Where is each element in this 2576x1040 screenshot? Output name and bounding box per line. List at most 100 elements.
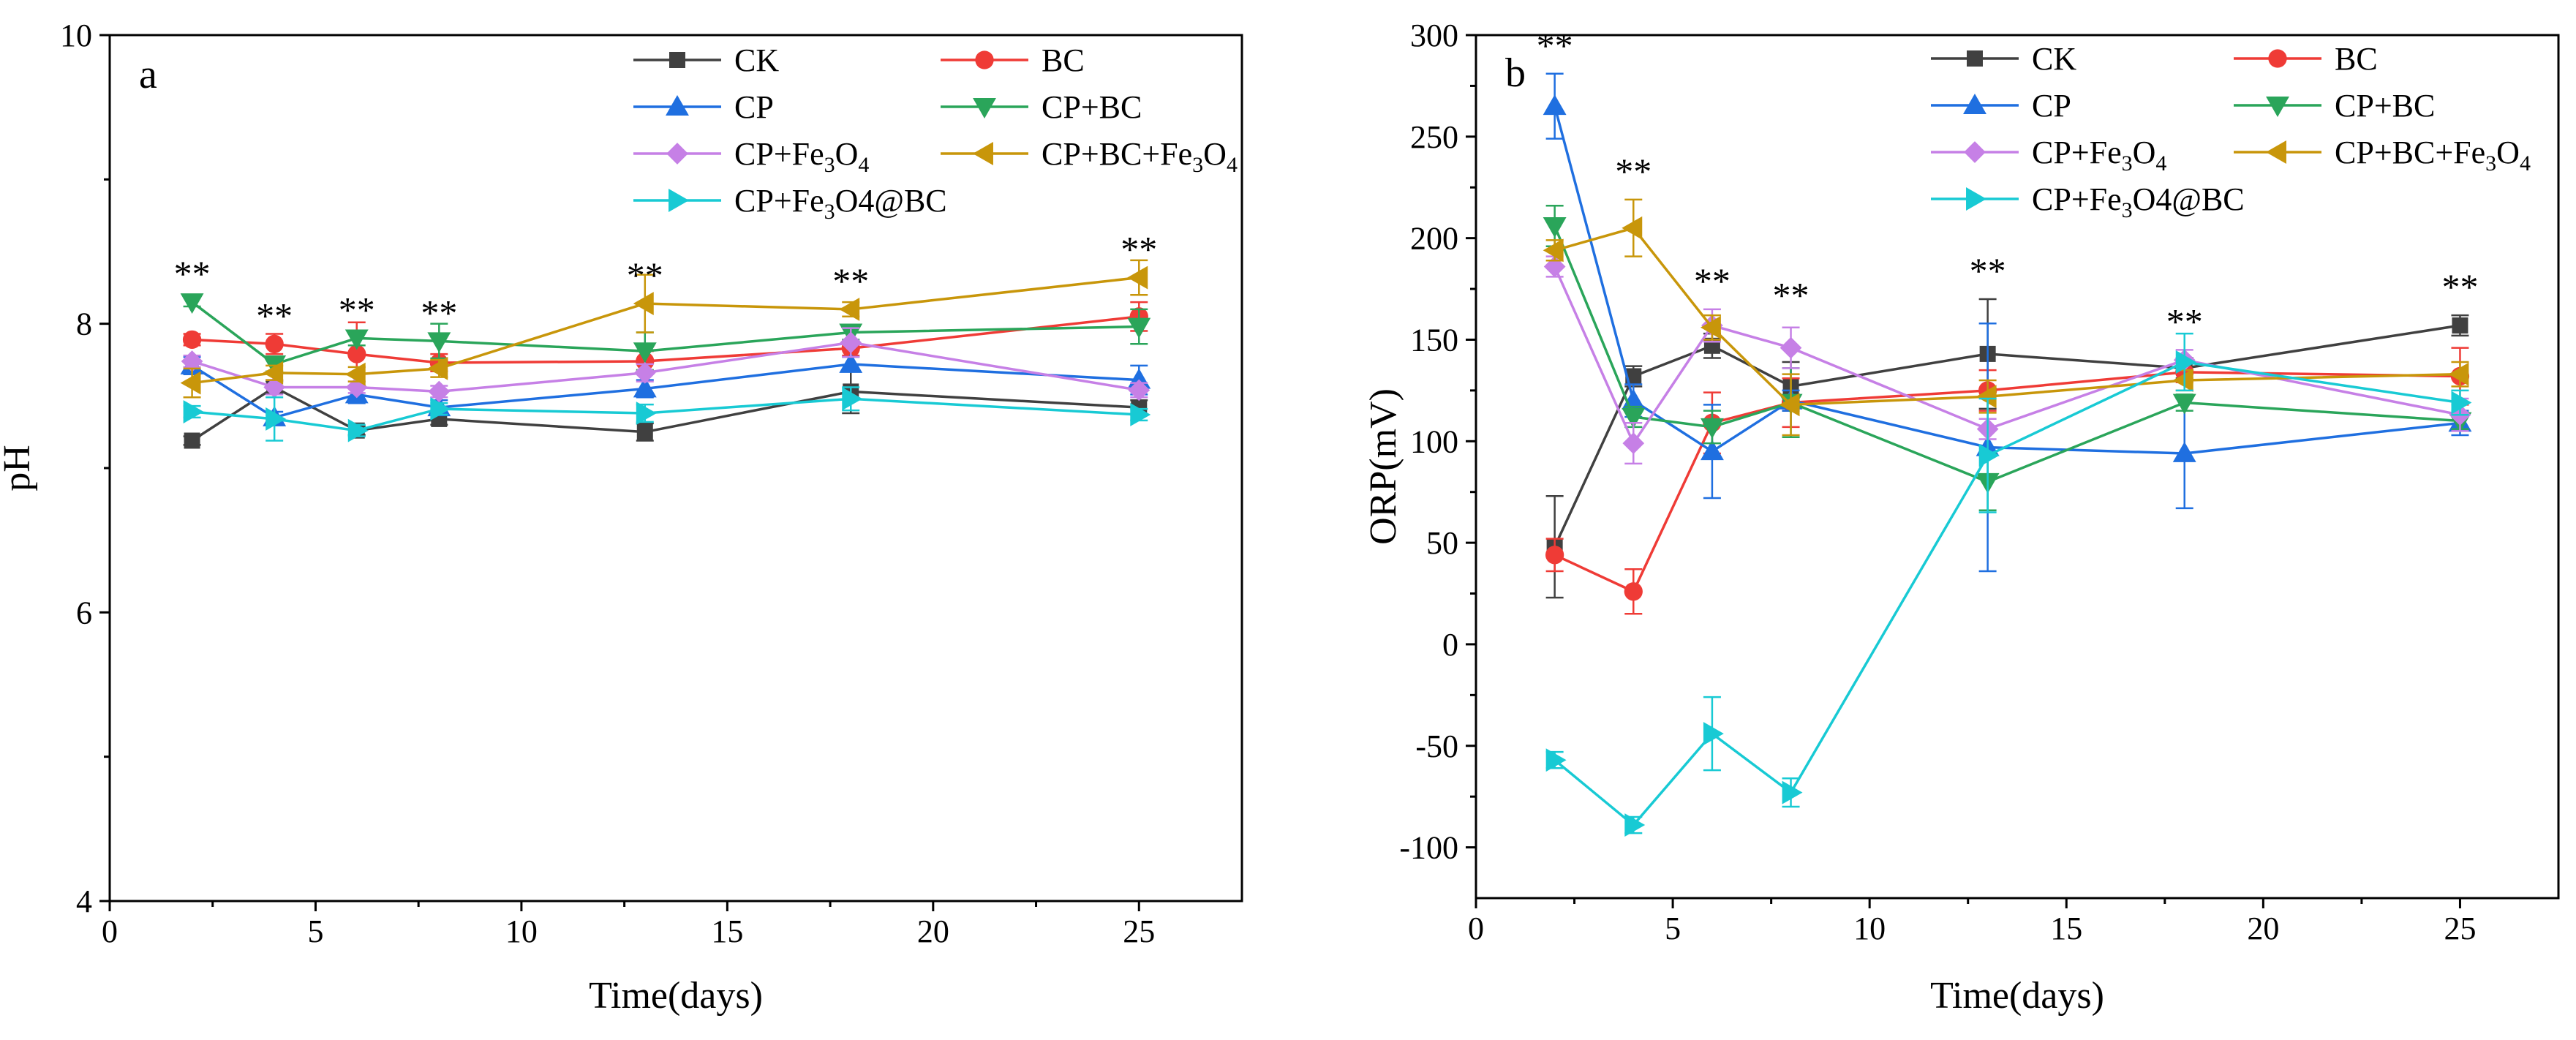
series-line [192,397,1140,432]
legend-item-ck: CK [1931,41,2076,77]
x-tick-label: 5 [307,913,323,949]
legend-label-part: 4 [1227,153,1238,177]
data-point [840,331,862,354]
significance-marker: ** [174,253,211,294]
legend-label-part: O [2133,181,2156,217]
series-cp-bc-fe3o4 [180,259,1148,399]
data-point [2172,393,2196,415]
legend-label: CP [734,89,774,125]
legend-marker [2266,140,2286,164]
data-point [1703,722,1724,746]
significance-marker: ** [339,289,375,330]
legend-marker [669,52,685,68]
legend-label-part: 3 [2122,151,2133,176]
data-point [1700,440,1724,461]
legend-marker [2268,49,2287,68]
legend-item-cp-fe3o4: CP+Fe3O4 [633,136,869,177]
legend-marker [666,143,688,165]
data-point [265,334,284,353]
data-point [184,432,200,449]
series-line [1553,371,2460,594]
legend-label: BC [2335,41,2378,77]
y-tick-label: -50 [1415,728,1458,764]
data-point [633,377,657,398]
data-point [1128,379,1150,402]
x-tick-label: 0 [102,913,118,949]
legend-label-part: CP+BC+Fe [2335,135,2485,170]
legend-label-part: 3 [2485,151,2496,176]
legend-item-bc: BC [941,42,1085,78]
data-point [636,423,653,440]
data-point [633,292,654,315]
significance-marker: ** [256,295,293,336]
legend-label-part: 3 [2122,198,2133,222]
series-line [191,385,1140,442]
legend-marker [973,98,996,118]
legend-marker [1964,141,1986,163]
significance-marker: ** [2441,266,2478,307]
data-point [1545,748,1567,772]
data-point [633,361,656,384]
x-tick-label: 5 [1665,911,1681,946]
x-tick-label: 10 [505,913,538,949]
data-point [1130,403,1151,426]
data-point [1543,94,1567,116]
legend-label: CP+BC+Fe3O4 [1042,136,1238,177]
data-point [180,293,204,314]
data-point [1545,546,1564,565]
data-point [182,330,202,350]
data-point [1543,217,1567,238]
legend-label-part: 4 [2520,151,2531,176]
panel-label: a [139,52,157,97]
y-axis-title: pH [0,445,38,491]
data-point [2448,362,2469,386]
data-point [2451,391,2472,415]
data-point [427,332,451,353]
legend-marker [666,95,689,116]
legend-item-cp-bc-fe3o4: CP+BC+Fe3O4 [2234,135,2531,176]
legend-label-part: 4@BC [858,183,946,219]
legend-item-cp-fe3o4-bc: CP+Fe3O4@BC [1931,181,2245,222]
legend-item-cp: CP [1931,88,2071,124]
data-point [1625,368,1642,385]
legend-item-cp-fe3o4: CP+Fe3O4 [1931,135,2166,176]
x-tick-label: 15 [711,913,743,949]
legend-item-ck: CK [633,42,779,78]
data-point [180,371,201,395]
legend-marker [1963,94,1986,114]
legend-label-part: 4 [858,153,869,177]
series-cp-fe3o4-bc [183,386,1151,442]
legend-item-cp-bc-fe3o4: CP+BC+Fe3O4 [941,136,1238,177]
chart-panel-a: 0 5 10 15 20 25 4 6 8 10 Time(days) pH a ** ** ** ** ** **… [0,18,1243,1017]
legend-label-part: 3 [1192,153,1203,177]
series-cp-fe3o4-bc [1545,332,2472,837]
data-point [839,352,863,373]
data-point [1127,317,1151,339]
data-point [1624,582,1643,601]
series-line [1553,105,2460,455]
significance-marker: ** [1773,274,1809,315]
data-point [181,350,203,372]
data-point [428,380,451,403]
y-tick-label: 4 [76,883,92,919]
significance-marker: ** [832,260,869,301]
legend-label: CP+Fe3O4@BC [734,183,947,224]
data-point [636,402,657,425]
legend-label: CP [2032,88,2071,124]
x-tick-label: 20 [2247,911,2279,946]
significance-marker: ** [421,292,457,333]
series-line [1554,226,2460,407]
y-tick-label: 10 [60,18,92,53]
series-line [192,315,1140,364]
data-point [344,362,366,386]
x-tick-label: 10 [1853,911,1886,946]
legend-label: CP+Fe3O4 [734,136,869,177]
y-tick-label: 6 [76,595,92,630]
x-tick-label: 0 [1468,911,1484,946]
legend-label-part: O [835,183,859,219]
data-point [1127,265,1148,290]
significance-marker: ** [1970,250,2006,291]
legend-item-cp-bc: CP+BC [2234,88,2435,124]
data-point [1782,780,1803,805]
